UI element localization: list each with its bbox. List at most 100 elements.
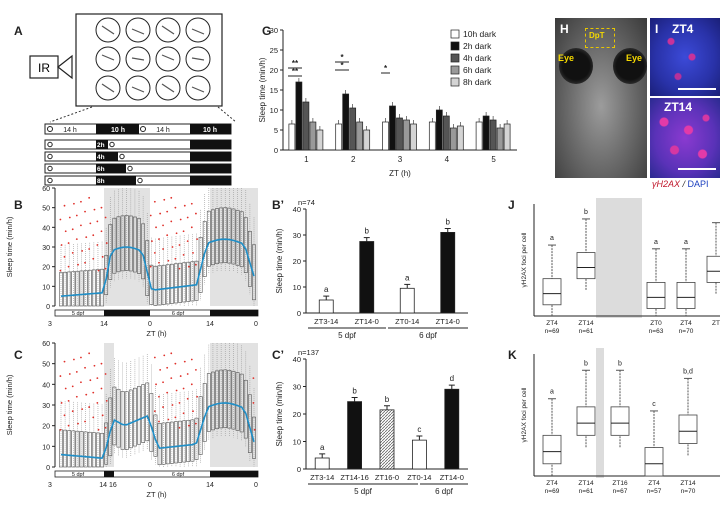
larva: [131, 86, 145, 93]
outlier-point: [80, 224, 82, 227]
outlier-point: [68, 373, 71, 375]
box: [104, 255, 109, 296]
outlier-point: [158, 238, 160, 241]
legend-swatch: [450, 53, 460, 63]
y-axis-title: Sleep time (min/h): [275, 381, 284, 446]
outlier-point: [60, 244, 63, 246]
bar: [359, 241, 375, 314]
box: [120, 215, 125, 272]
outlier-point: [195, 422, 197, 425]
sun-icon: [47, 177, 53, 184]
dpt-box: [585, 28, 615, 48]
x-tick-label: ZT14-0: [355, 317, 379, 326]
outlier-point: [190, 383, 193, 386]
x-tick-label: ZT14: [680, 480, 696, 487]
outlier-point: [166, 366, 169, 369]
outlier-point: [187, 424, 190, 427]
box: [576, 252, 596, 280]
sun-icon: [127, 165, 133, 172]
y-tick-label: 30: [270, 26, 278, 35]
panel-b-prime-bar-chart: 0 10 20 30 40 Sleep time (min/h) n=74 a ZT3-14 b Z…: [275, 198, 468, 340]
x-tick-label: ZT14: [578, 320, 594, 327]
bar: [489, 119, 497, 151]
sun-icon: [109, 141, 115, 148]
stain-legend: γH2AX / DAPI: [652, 179, 709, 189]
legend-label: 4h dark: [463, 53, 492, 63]
x-axis-title: ZT (h): [146, 490, 167, 499]
panel-letter-j: J: [508, 198, 515, 212]
outlier-point: [105, 242, 108, 244]
x-tick-label: ZT16: [612, 480, 628, 487]
sun-icon: [47, 141, 53, 148]
significance-letter: b: [365, 227, 370, 236]
box: [243, 379, 248, 439]
outlier-point: [88, 196, 91, 199]
y-tick-label: 40: [293, 355, 301, 364]
outlier-point: [80, 200, 82, 203]
box: [178, 420, 182, 463]
y-tick-label: 10: [42, 444, 50, 451]
outlier-point: [174, 206, 177, 209]
outlier-point: [93, 208, 96, 211]
day-bar-dark: [104, 310, 150, 316]
outlier-point: [190, 226, 193, 229]
outlier-point: [67, 242, 70, 244]
outlier-point: [190, 202, 193, 205]
outlier-point: [178, 402, 181, 404]
box: [96, 432, 100, 468]
outlier-point: [182, 412, 185, 415]
bar: [442, 115, 450, 151]
box: [79, 270, 84, 307]
box: [174, 421, 178, 464]
x-tick-label: 3: [398, 155, 403, 164]
y-axis-title: γH2AX foci per cell: [521, 387, 528, 442]
outlier-point: [179, 375, 182, 377]
n-label: n=137: [298, 348, 319, 357]
outlier-point: [159, 212, 162, 215]
outlier-point: [92, 257, 95, 260]
box: [91, 269, 96, 307]
larva: [101, 54, 115, 61]
light-schedule: 14 h 10 h 14 h 10 h 2h 4h 6h 8h: [44, 123, 232, 186]
outlier-point: [155, 226, 157, 229]
outlier-point: [104, 267, 107, 270]
box: [124, 391, 129, 450]
outlier-point: [59, 218, 62, 221]
box: [59, 272, 63, 307]
box: [165, 422, 170, 465]
outlier-point: [100, 206, 103, 209]
significance-letter: a: [320, 443, 325, 452]
legend-label: 6h dark: [463, 65, 492, 75]
box: [186, 420, 191, 462]
significance-letter: a: [654, 239, 658, 246]
outlier-point: [195, 263, 197, 266]
outlier-point: [84, 420, 86, 423]
y-tick-label: 20: [270, 66, 278, 75]
box: [165, 264, 170, 305]
box: [174, 263, 178, 304]
panel-letter-i: I: [655, 22, 659, 36]
stain-red: γH2AX: [652, 179, 681, 189]
outlier-point: [171, 404, 174, 406]
y-tick-label: 0: [274, 146, 278, 155]
y-axis-title: Sleep time (min/h): [5, 216, 14, 277]
outlier-point: [170, 196, 173, 199]
y-tick-label: 30: [42, 245, 50, 252]
outlier-point: [75, 371, 78, 373]
larva: [131, 28, 145, 35]
y-tick-label: 40: [42, 225, 50, 232]
outlier-point: [196, 238, 199, 241]
box: [211, 371, 215, 431]
significance-letter: a: [550, 235, 554, 242]
outlier-point: [75, 238, 78, 241]
outlier-point: [75, 214, 78, 217]
bar: [363, 129, 371, 151]
outlier-point: [175, 389, 178, 392]
group-label: 5 dpf: [338, 331, 357, 340]
box: [186, 261, 191, 302]
box: [542, 278, 562, 306]
outlier-point: [159, 368, 162, 371]
box: [128, 215, 133, 272]
schedule-row-dark: [190, 152, 231, 161]
outlier-point: [166, 210, 169, 213]
